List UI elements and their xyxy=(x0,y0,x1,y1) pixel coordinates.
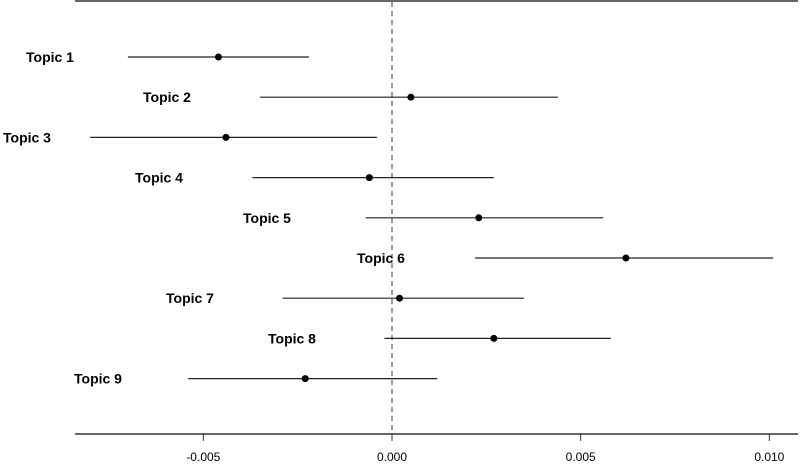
point-estimate xyxy=(222,133,230,141)
topic-row: Topic 4 xyxy=(135,170,494,186)
point-estimate xyxy=(475,214,483,222)
topic-label: Topic 4 xyxy=(135,170,183,186)
topic-row: Topic 7 xyxy=(166,290,525,306)
topic-label: Topic 7 xyxy=(166,290,214,306)
topic-row: Topic 9 xyxy=(74,371,438,387)
coefficient-rows: Topic 1 Topic 2 Topic 3 Topic 4 Topic 5 Topic… xyxy=(3,49,774,387)
topic-row: Topic 1 xyxy=(26,49,309,65)
x-tick-label: 0.005 xyxy=(566,450,596,464)
point-estimate xyxy=(622,254,630,262)
topic-label: Topic 2 xyxy=(143,89,191,105)
topic-row: Topic 8 xyxy=(268,330,611,346)
topic-row: Topic 5 xyxy=(243,210,604,226)
point-estimate xyxy=(490,334,498,342)
topic-row: Topic 2 xyxy=(143,89,559,105)
x-tick-label: 0.010 xyxy=(754,450,784,464)
x-axis-ticks: -0.005 0.000 0.005 0.010 xyxy=(186,434,785,464)
topic-label: Topic 5 xyxy=(243,210,291,226)
topic-label: Topic 1 xyxy=(26,49,74,65)
topic-label: Topic 8 xyxy=(268,330,316,346)
point-estimate xyxy=(214,53,222,61)
point-estimate xyxy=(365,174,373,182)
topic-label: Topic 9 xyxy=(74,371,122,387)
topic-row: Topic 3 xyxy=(3,129,377,145)
point-estimate xyxy=(396,294,404,302)
x-tick-label: 0.000 xyxy=(377,450,407,464)
point-estimate xyxy=(407,93,415,101)
topic-label: Topic 3 xyxy=(3,129,51,145)
topic-label: Topic 6 xyxy=(357,250,405,266)
point-estimate xyxy=(301,375,309,383)
topic-row: Topic 6 xyxy=(357,250,774,266)
x-tick-label: -0.005 xyxy=(186,450,220,464)
